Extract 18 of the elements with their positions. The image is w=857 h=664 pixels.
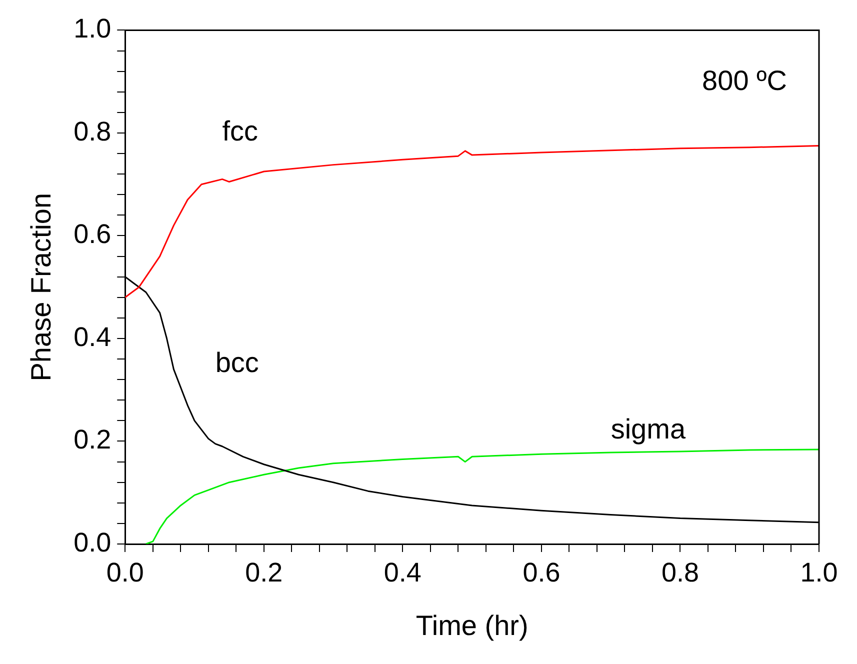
x-tick-label: 0.6: [522, 558, 560, 588]
x-tick-label: 0.0: [106, 558, 144, 588]
x-tick-label: 0.2: [245, 558, 283, 588]
x-tick-label: 0.8: [661, 558, 699, 588]
series-label: bcc: [215, 346, 259, 378]
y-tick-label: 0.2: [74, 424, 112, 455]
y-tick-label: 0.0: [74, 527, 112, 558]
y-tick-label: 0.8: [74, 116, 112, 146]
annotation: 800 ºC: [702, 64, 787, 96]
x-tick-label: 0.4: [384, 558, 422, 588]
x-axis-title: Time (hr): [416, 610, 528, 641]
y-tick-label: 0.4: [74, 322, 112, 352]
series-label: fcc: [222, 116, 258, 147]
y-axis-title: Phase Fraction: [26, 192, 57, 382]
y-tick-label: 0.6: [74, 219, 112, 250]
y-tick-label: 1.0: [74, 14, 112, 44]
x-tick-label: 1.0: [800, 558, 838, 588]
series-label: sigma: [610, 414, 686, 445]
